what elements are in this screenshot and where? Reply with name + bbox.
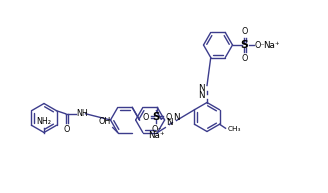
Text: Na⁺: Na⁺ [263,41,280,49]
Text: S: S [241,40,248,50]
Text: O: O [143,113,149,122]
Text: S: S [153,113,160,122]
Text: O: O [241,27,248,36]
Text: O: O [241,54,248,63]
Text: O: O [165,113,172,122]
Text: O⁻: O⁻ [255,41,265,49]
Text: N: N [166,118,173,127]
Text: Na⁺: Na⁺ [148,131,165,141]
Text: NH: NH [76,109,88,118]
Text: OH: OH [98,117,111,126]
Text: CH₃: CH₃ [228,126,241,132]
Text: N: N [174,113,180,122]
Text: O⁻: O⁻ [151,125,162,135]
Text: O: O [63,125,70,134]
Text: N: N [198,91,205,100]
Text: NH₂: NH₂ [36,118,51,126]
Text: N: N [198,84,205,93]
